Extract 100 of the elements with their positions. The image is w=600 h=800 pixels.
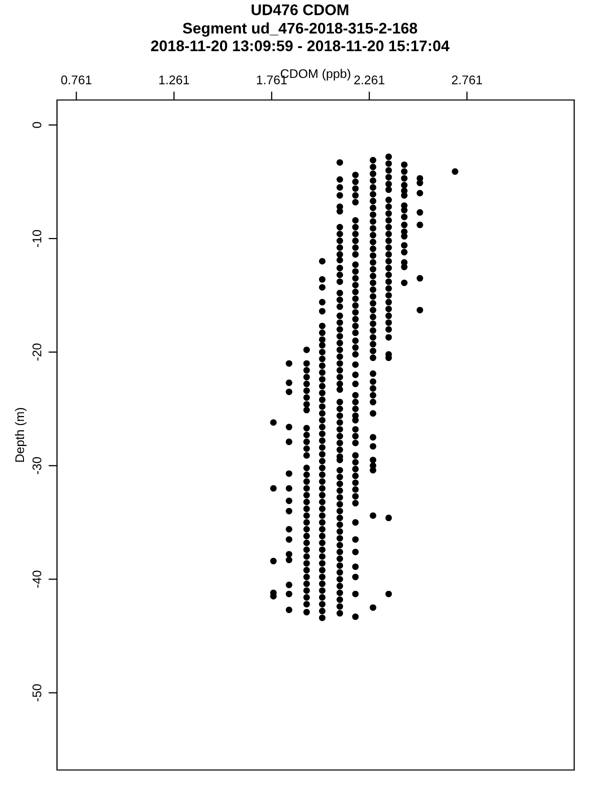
- point: [352, 493, 359, 500]
- point: [318, 580, 326, 588]
- point: [286, 536, 292, 543]
- point: [318, 498, 326, 506]
- point: [318, 560, 326, 567]
- point: [370, 266, 376, 272]
- point: [303, 394, 310, 401]
- point: [370, 184, 376, 191]
- point: [416, 275, 424, 282]
- point: [303, 438, 310, 446]
- point: [270, 485, 277, 492]
- point: [303, 587, 310, 594]
- point: [303, 506, 310, 512]
- point: [352, 392, 359, 399]
- point: [370, 306, 376, 314]
- point: [352, 217, 359, 224]
- point: [385, 238, 392, 244]
- point: [318, 526, 326, 533]
- point: [401, 175, 408, 182]
- point: [318, 362, 326, 369]
- point: [370, 170, 376, 178]
- point: [286, 582, 292, 588]
- point: [385, 224, 392, 230]
- point: [286, 424, 292, 430]
- point: [352, 466, 359, 472]
- y-tick-label: -30: [32, 457, 42, 474]
- point: [318, 348, 326, 356]
- point: [385, 319, 392, 326]
- point: [370, 225, 376, 232]
- point: [370, 392, 376, 399]
- chart-subtitle: Segment ud_476-2018-315-2-168 2018-11-20 13:09:59 - 2018-11-20 15:17:04: [151, 22, 450, 52]
- point: [370, 198, 376, 204]
- point: [303, 367, 310, 374]
- point: [352, 548, 359, 556]
- point: [416, 209, 424, 216]
- point: [318, 492, 326, 498]
- point: [303, 464, 310, 472]
- point: [318, 451, 326, 458]
- point: [303, 374, 310, 380]
- point: [352, 238, 359, 244]
- point: [286, 485, 292, 492]
- point: [370, 232, 376, 238]
- point: [370, 378, 376, 385]
- point: [303, 445, 310, 452]
- point: [370, 204, 376, 212]
- point: [352, 613, 359, 620]
- point: [385, 590, 392, 598]
- point: [303, 526, 310, 533]
- point: [318, 376, 326, 383]
- point: [303, 560, 310, 567]
- point: [370, 334, 376, 341]
- x-tick-label: 1.261: [159, 75, 190, 84]
- point: [303, 608, 310, 616]
- point: [385, 272, 392, 278]
- point: [303, 519, 310, 526]
- point: [303, 360, 310, 367]
- point: [401, 214, 408, 220]
- point: [303, 452, 310, 459]
- point: [401, 280, 408, 286]
- point: [416, 222, 424, 228]
- point: [286, 590, 292, 598]
- point: [352, 192, 359, 199]
- point: [352, 178, 359, 186]
- point: [370, 300, 376, 307]
- point: [303, 512, 310, 519]
- point: [318, 298, 326, 306]
- point: [352, 316, 359, 322]
- point: [385, 306, 392, 312]
- point: [318, 356, 326, 362]
- point: [318, 403, 326, 410]
- point: [385, 217, 392, 224]
- point: [352, 344, 359, 351]
- point: [370, 259, 376, 266]
- point: [352, 224, 359, 230]
- point: [352, 380, 359, 388]
- point: [352, 198, 359, 206]
- point: [352, 452, 359, 459]
- point: [303, 600, 310, 608]
- point: [318, 336, 326, 343]
- point: [385, 258, 392, 265]
- point: [318, 506, 326, 512]
- point: [318, 512, 326, 519]
- point: [370, 410, 376, 417]
- point: [270, 419, 277, 426]
- point: [385, 244, 392, 251]
- point: [352, 486, 359, 493]
- point: [370, 293, 376, 300]
- chart-title: UD476 CDOM: [252, 4, 348, 16]
- point: [352, 361, 359, 368]
- point: [385, 186, 392, 193]
- y-tick-label: -20: [32, 344, 42, 361]
- point: [370, 280, 376, 286]
- point: [270, 558, 277, 564]
- point: [370, 211, 376, 218]
- point: [385, 278, 392, 285]
- point: [352, 230, 359, 238]
- point: [352, 574, 359, 580]
- point: [385, 196, 392, 204]
- point: [318, 485, 326, 492]
- point: [401, 242, 408, 249]
